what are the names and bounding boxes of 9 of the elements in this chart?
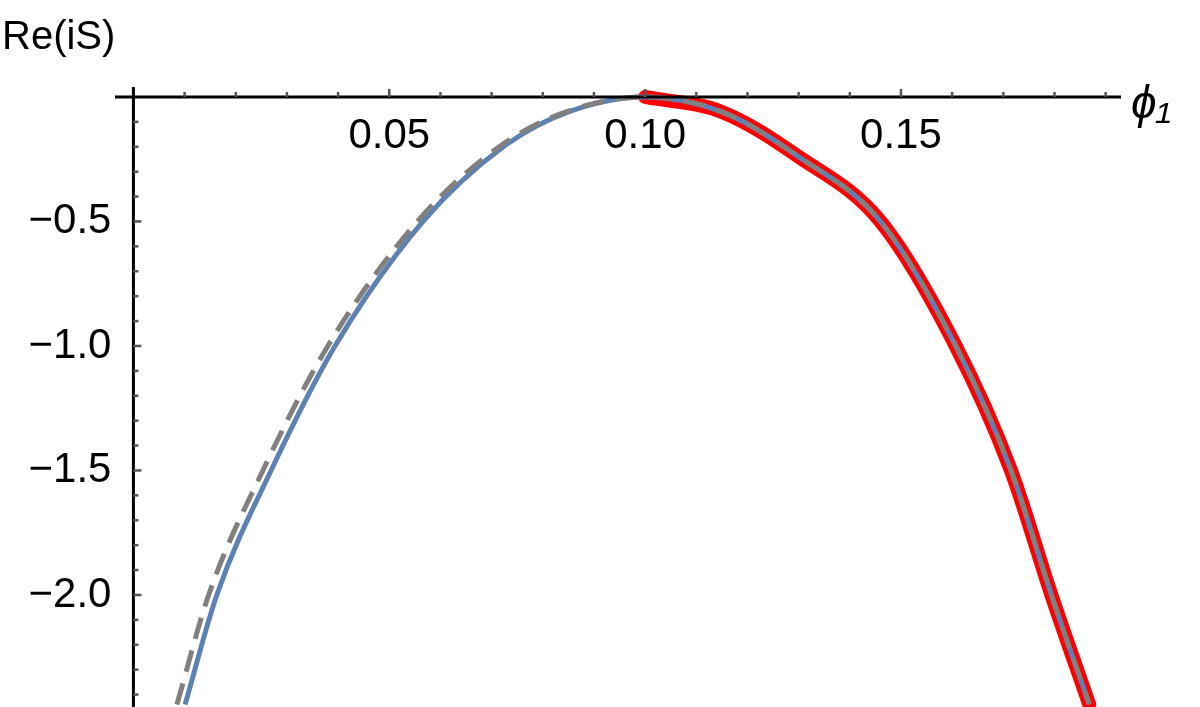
y-tick-label: −1.5 xyxy=(28,444,112,492)
y-tick-label: −0.5 xyxy=(28,195,112,243)
x-tick-label: 0.10 xyxy=(604,109,686,157)
x-axis-title: ϕ₁ xyxy=(1131,75,1172,128)
y-tick-label: −2.0 xyxy=(28,568,112,616)
x-tick-label: 0.15 xyxy=(860,109,942,157)
x-tick-label: 0.05 xyxy=(348,109,431,157)
y-axis-title: Re(iS) xyxy=(2,13,116,58)
y-tick-label: −1.0 xyxy=(28,319,112,367)
